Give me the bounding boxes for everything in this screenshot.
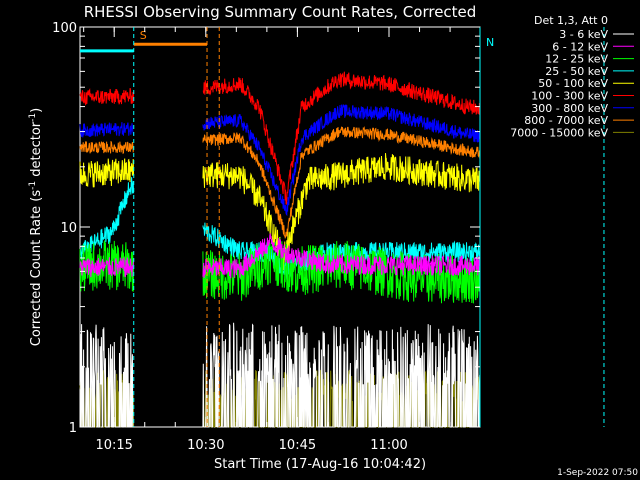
x-tick-label: 10:15 xyxy=(95,438,132,453)
legend-entry-label: 7000 - 15000 keV xyxy=(510,126,608,139)
legend-entry-label: 300 - 800 keV xyxy=(531,102,608,115)
y-axis-label-sup1: -1 xyxy=(28,181,38,190)
legend-entry-label: 3 - 6 keV xyxy=(559,28,608,41)
legend-entry-label: 6 - 12 keV xyxy=(552,40,608,53)
series-line xyxy=(79,104,481,217)
y-axis-label-end: ) xyxy=(29,108,44,113)
x-axis-label: Start Time (17-Aug-16 10:04:42) xyxy=(214,457,426,472)
y-axis-label-mid: detector xyxy=(29,121,44,181)
y-tick-label: 10 xyxy=(60,221,77,236)
series-line xyxy=(79,153,481,271)
x-tick-label: 10:45 xyxy=(279,438,316,453)
series-line xyxy=(79,126,481,239)
legend-entry-label: 50 - 100 keV xyxy=(538,77,608,90)
mode-bar-label: N xyxy=(486,36,494,49)
legend-entry-label: 100 - 300 keV xyxy=(531,90,608,103)
y-axis-label-sup2: -1 xyxy=(28,113,38,122)
mode-bar-label: S xyxy=(140,29,147,42)
y-axis-label: Corrected Count Rate (s-1 detector-1) xyxy=(28,108,44,346)
chart-title: RHESSI Observing Summary Count Rates, Co… xyxy=(84,3,477,21)
series-line xyxy=(79,237,481,304)
y-tick-label: 1 xyxy=(69,421,77,436)
annotation-layer: SN xyxy=(80,27,605,427)
y-tick-label: 100 xyxy=(52,21,77,36)
y-axis-ticks: 1 10 100 xyxy=(52,21,480,436)
x-tick-label: 10:30 xyxy=(187,438,224,453)
legend-entry-label: 800 - 7000 keV xyxy=(524,114,608,127)
x-tick-label: 11:00 xyxy=(370,438,407,453)
series-line xyxy=(79,71,481,205)
legend-entry-label: 12 - 25 keV xyxy=(545,53,608,66)
series-line xyxy=(79,233,481,279)
series-layer xyxy=(79,71,481,428)
x-axis-ticks: 10:15 10:30 10:45 11:00 xyxy=(83,27,451,453)
legend-title: Det 1,3, Att 0 xyxy=(534,14,608,27)
series-line xyxy=(79,322,481,428)
footer-timestamp: 1-Sep-2022 07:50 xyxy=(557,468,638,478)
y-axis-label-main: Corrected Count Rate (s xyxy=(29,190,44,347)
legend-entry-label: 25 - 50 keV xyxy=(545,65,608,78)
